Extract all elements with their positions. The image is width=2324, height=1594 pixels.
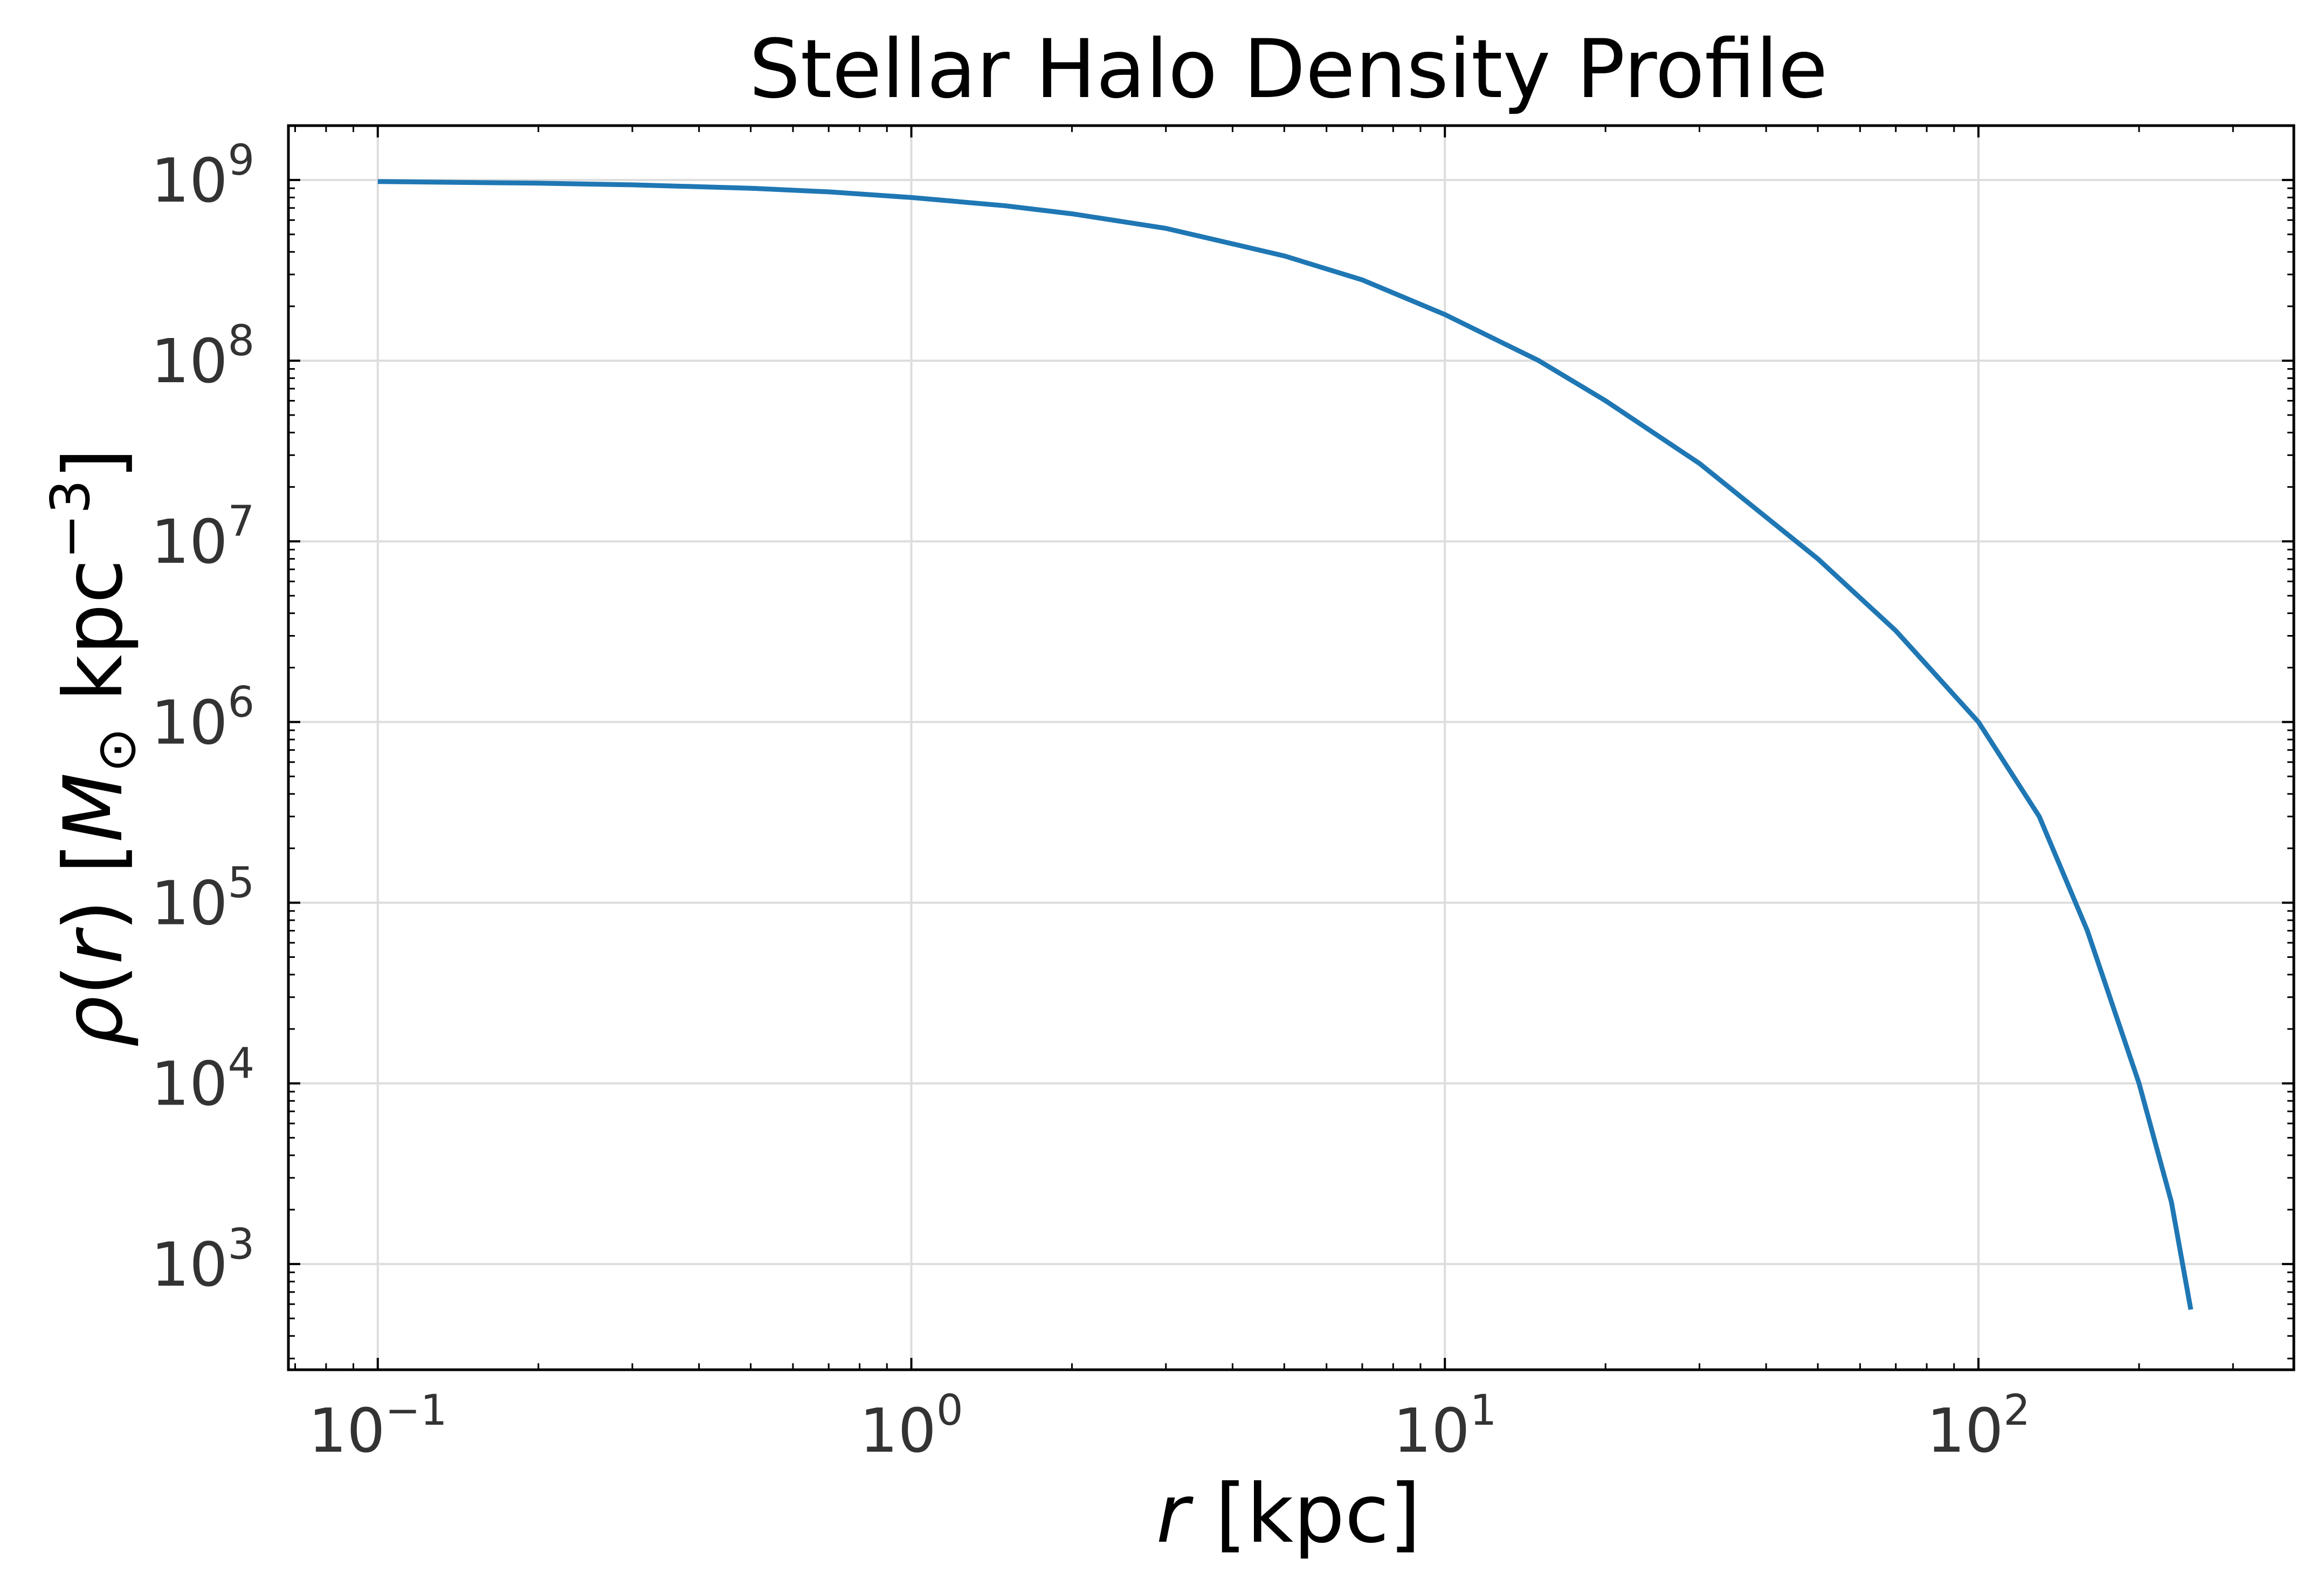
x-tick-label: 10−1 bbox=[308, 1386, 447, 1466]
y-axis-label: ρ(r) [M⊙ kpc−3] bbox=[39, 448, 148, 1047]
x-tick-label: 102 bbox=[1927, 1386, 2030, 1466]
y-tick-label: 109 bbox=[151, 136, 254, 216]
y-tick-label: 108 bbox=[151, 317, 254, 397]
y-tick-label: 104 bbox=[151, 1040, 254, 1120]
y-axis-label-mass: M bbox=[47, 772, 141, 842]
grid-lines bbox=[288, 126, 2294, 1370]
chart-title: Stellar Halo Density Profile bbox=[749, 23, 1828, 116]
y-tick-label: 103 bbox=[151, 1220, 254, 1300]
x-tick-label: 101 bbox=[1393, 1386, 1497, 1466]
major-ticks bbox=[288, 126, 2294, 1370]
x-axis-label-unit: [kpc] bbox=[1189, 1467, 1420, 1561]
y-tick-label: 106 bbox=[151, 678, 254, 758]
series-layer bbox=[377, 179, 2194, 1310]
y-tick-label: 107 bbox=[151, 498, 254, 577]
x-axis-label: r [kpc] bbox=[1156, 1467, 1421, 1561]
y-axis-label-rho: ρ bbox=[47, 996, 141, 1047]
plot-frame bbox=[287, 124, 2295, 1371]
y-tick-label: 105 bbox=[151, 859, 254, 939]
x-tick-labels: 10−1 100 101 102 bbox=[308, 1386, 2030, 1466]
y-tick-labels: 103 104 105 106 107 108 109 bbox=[151, 136, 254, 1300]
x-axis-label-symbol: r bbox=[1156, 1467, 1194, 1561]
y-axis-label-sun: ⊙ bbox=[85, 727, 148, 772]
series-line bbox=[377, 179, 2194, 1310]
x-tick-label: 100 bbox=[859, 1386, 963, 1466]
